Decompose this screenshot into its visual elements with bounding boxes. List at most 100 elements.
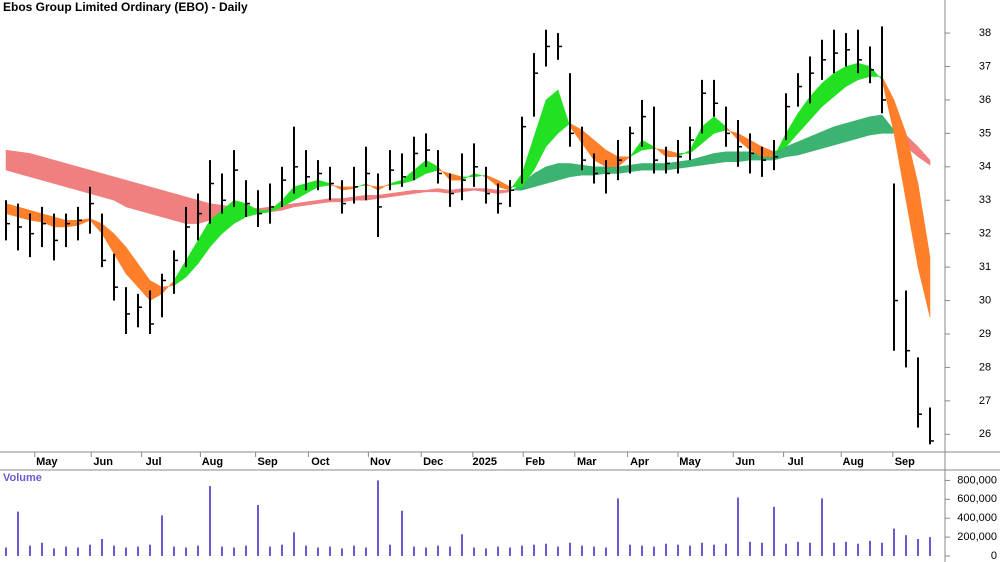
volume-bar <box>329 546 331 556</box>
volume-bar <box>845 541 847 556</box>
volume-bar <box>797 541 799 556</box>
volume-bar <box>449 546 451 556</box>
ma-band <box>65 163 79 191</box>
volume-title: Volume <box>3 472 42 484</box>
ma-band <box>917 183 931 318</box>
volume-bar <box>833 542 835 556</box>
y-tick-label: 30 <box>979 294 991 306</box>
volume-bar <box>869 540 871 556</box>
x-tick-label: Sep <box>895 456 915 468</box>
ma-band <box>677 159 691 169</box>
volume-bar <box>197 545 199 556</box>
y-tick-label: 38 <box>979 27 991 39</box>
volume-bar <box>269 546 271 556</box>
volume-bar <box>101 539 103 556</box>
volume-bar <box>389 544 391 556</box>
x-tick-label: Sep <box>258 456 278 468</box>
x-tick-label: Aug <box>843 456 864 468</box>
volume-bar <box>497 546 499 556</box>
volume-bar <box>893 528 895 556</box>
volume-bar <box>809 542 811 556</box>
volume-bar <box>545 543 547 556</box>
volume-bar <box>29 545 31 556</box>
chart-title: Ebos Group Limited Ordinary (EBO) - Dail… <box>3 0 248 14</box>
x-tick-label: Nov <box>370 456 392 468</box>
volume-bar <box>821 498 823 556</box>
ma-band <box>329 198 343 203</box>
volume-bar <box>281 544 283 556</box>
volume-bar <box>857 543 859 556</box>
volume-bar <box>917 539 919 556</box>
y-tick-label: 26 <box>979 428 991 440</box>
ma-band <box>857 116 871 139</box>
ma-band <box>161 189 175 221</box>
volume-bar <box>605 547 607 556</box>
ma-band <box>89 169 103 198</box>
ma-band <box>173 193 187 224</box>
volume-bar <box>41 542 43 556</box>
volume-bar <box>485 548 487 556</box>
volume-bar <box>209 486 211 556</box>
volume-bar <box>533 544 535 556</box>
ma-band <box>725 151 739 163</box>
ma-band <box>917 146 931 166</box>
y-tick-label: 29 <box>979 328 991 340</box>
volume-bar <box>677 544 679 556</box>
volume-bar <box>17 511 19 556</box>
volume-bar <box>593 546 595 556</box>
x-tick-label: May <box>679 456 701 468</box>
x-tick-label: Aug <box>202 456 223 468</box>
volume-bar <box>509 547 511 556</box>
ma-band <box>545 163 559 184</box>
x-tick-label: Mar <box>577 456 597 468</box>
ma-band <box>617 164 631 174</box>
y-tick-label: 200,000 <box>957 531 997 543</box>
ma-band <box>101 173 115 201</box>
ma-band <box>149 186 163 218</box>
x-tick-label: 2025 <box>473 456 497 468</box>
volume-bar <box>245 545 247 556</box>
volume-bar <box>401 510 403 556</box>
ma-band <box>869 114 883 136</box>
volume-bar <box>617 498 619 556</box>
volume-bar <box>317 547 319 556</box>
ma-band <box>641 163 655 171</box>
volume-bar <box>737 497 739 556</box>
volume-bar <box>113 545 115 556</box>
x-tick-label: Apr <box>630 456 650 468</box>
volume-bar <box>557 546 559 556</box>
x-tick-label: Jul <box>788 456 804 468</box>
volume-bar <box>473 547 475 556</box>
x-tick-label: Dec <box>423 456 443 468</box>
volume-bar <box>233 547 235 556</box>
volume-bar <box>53 548 55 556</box>
ma-band <box>5 149 19 174</box>
y-tick-label: 600,000 <box>957 493 997 505</box>
x-tick-label: May <box>36 456 58 468</box>
volume-bar <box>629 544 631 556</box>
volume-bar <box>881 542 883 556</box>
x-tick-label: Jun <box>735 456 755 468</box>
y-tick-label: 36 <box>979 94 991 106</box>
ma-band <box>77 166 91 194</box>
volume-bar <box>425 547 427 556</box>
volume-bar <box>365 547 367 556</box>
ma-band <box>185 196 199 224</box>
volume-bar <box>461 534 463 556</box>
volume-bar <box>725 543 727 556</box>
volume-bar <box>701 542 703 556</box>
y-tick-label: 33 <box>979 194 991 206</box>
ma-band <box>713 151 727 164</box>
ma-band <box>605 166 619 174</box>
volume-bar <box>713 544 715 556</box>
volume-bar <box>77 547 79 556</box>
volume-bar <box>353 545 355 556</box>
volume-bar <box>173 546 175 556</box>
ma-band <box>125 179 139 211</box>
volume-bar <box>89 544 91 556</box>
volume-bar <box>161 515 163 556</box>
volume-bar <box>521 545 523 556</box>
volume-bar <box>905 535 907 556</box>
ma-band <box>737 151 751 163</box>
